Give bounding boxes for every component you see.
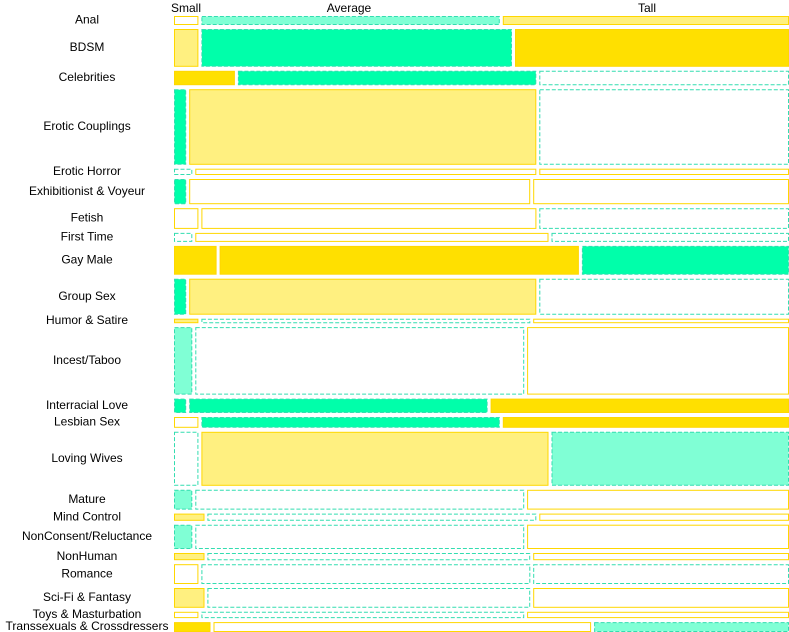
mosaic-cell-gay-male-average bbox=[219, 245, 579, 275]
mosaic-cell-sci-fi-fantasy-tall bbox=[533, 588, 789, 608]
mosaic-cell-exhibitionist-voyeur-tall bbox=[533, 179, 789, 205]
column-headers: Small Average Tall bbox=[171, 1, 656, 15]
mosaic-cell-nonconsent-reluctance-average bbox=[195, 524, 525, 550]
row-label-nonhuman: NonHuman bbox=[57, 549, 118, 563]
mosaic-cell-mature-small bbox=[174, 489, 193, 510]
row-label-romance: Romance bbox=[61, 566, 113, 580]
mosaic-cell-anal-average bbox=[201, 16, 500, 25]
mosaic-cell-lesbian-sex-tall bbox=[502, 417, 789, 428]
mosaic-cell-bdsm-tall bbox=[515, 29, 789, 67]
mosaic-cell-celebrities-tall bbox=[539, 70, 789, 86]
mosaic-cell-group-sex-tall bbox=[539, 278, 789, 315]
mosaic-cell-first-time-small bbox=[174, 232, 193, 242]
mosaic-cell-group-sex-average bbox=[189, 278, 537, 315]
row-labels: Anal BDSM Celebrities Erotic Couplings Eroti… bbox=[6, 13, 169, 632]
mosaic-cell-celebrities-small bbox=[174, 70, 235, 86]
mosaic-cell-humor-satire-tall bbox=[533, 318, 789, 324]
mosaic-cell-fetish-average bbox=[201, 208, 537, 229]
mosaic-cell-toys-masturbation-tall bbox=[527, 611, 789, 619]
mosaic-cell-celebrities-average bbox=[237, 70, 537, 86]
mosaic-cell-exhibitionist-voyeur-small bbox=[174, 179, 187, 205]
mosaic-cell-first-time-average bbox=[195, 232, 549, 242]
mosaic-cell-sci-fi-fantasy-average bbox=[207, 588, 531, 608]
mosaic-cell-interracial-love-small bbox=[174, 398, 187, 414]
mosaic-cell-toys-masturbation-average bbox=[201, 611, 525, 619]
mosaic-cell-loving-wives-average bbox=[201, 431, 549, 486]
row-label-group-sex: Group Sex bbox=[58, 289, 115, 303]
mosaic-cell-mature-average bbox=[195, 489, 525, 510]
mosaic-cell-exhibitionist-voyeur-average bbox=[189, 179, 531, 205]
row-label-lesbian-sex: Lesbian Sex bbox=[54, 415, 120, 429]
row-label-erotic-horror: Erotic Horror bbox=[53, 164, 121, 178]
mosaic-cell-mind-control-small bbox=[174, 513, 205, 521]
mosaic-cell-romance-small bbox=[174, 564, 199, 585]
mosaic-cell-bdsm-average bbox=[201, 29, 512, 67]
mosaic-cell-fetish-tall bbox=[539, 208, 789, 229]
mosaic-cell-erotic-horror-average bbox=[195, 168, 537, 175]
mosaic-cell-humor-satire-small bbox=[174, 318, 199, 324]
row-label-toys-masturbation: Toys & Masturbation bbox=[33, 607, 142, 621]
mosaic-cell-mind-control-tall bbox=[539, 513, 789, 521]
mosaic-cell-lesbian-sex-small bbox=[174, 417, 199, 428]
mosaic-cell-erotic-horror-small bbox=[174, 168, 193, 175]
row-label-first-time: First Time bbox=[61, 230, 114, 244]
mosaic-cell-sci-fi-fantasy-small bbox=[174, 588, 205, 608]
mosaic-cell-nonconsent-reluctance-small bbox=[174, 524, 193, 550]
row-label-transsexuals-crossdressers: Transsexuals & Crossdressers bbox=[6, 619, 169, 632]
mosaic-cell-romance-average bbox=[201, 564, 531, 585]
row-label-anal: Anal bbox=[75, 13, 99, 27]
row-label-bdsm: BDSM bbox=[70, 40, 105, 54]
row-label-loving-wives: Loving Wives bbox=[51, 451, 122, 465]
mosaic-cell-first-time-tall bbox=[551, 232, 789, 242]
mosaic-cell-humor-satire-average bbox=[201, 318, 531, 324]
row-label-sci-fi-fantasy: Sci-Fi & Fantasy bbox=[43, 590, 131, 604]
mosaic-cell-loving-wives-tall bbox=[551, 431, 789, 486]
mosaic-cell-romance-tall bbox=[533, 564, 789, 585]
mosaic-cell-interracial-love-average bbox=[189, 398, 488, 414]
row-label-fetish: Fetish bbox=[71, 211, 104, 225]
mosaic-cell-gay-male-tall bbox=[581, 245, 789, 275]
mosaic-cell-fetish-small bbox=[174, 208, 199, 229]
row-label-gay-male: Gay Male bbox=[61, 252, 113, 266]
mosaic-cell-nonhuman-average bbox=[207, 553, 531, 561]
mosaic-cell-gay-male-small bbox=[174, 245, 217, 275]
column-header-tall: Tall bbox=[638, 1, 656, 15]
mosaic-cell-erotic-horror-tall bbox=[539, 168, 789, 175]
column-header-average: Average bbox=[327, 1, 372, 15]
mosaic-cell-nonconsent-reluctance-tall bbox=[527, 524, 789, 550]
mosaic-cell-interracial-love-tall bbox=[490, 398, 789, 414]
mosaic-cell-transsexuals-crossdressers-average bbox=[213, 622, 592, 632]
mosaic-cell-incest-taboo-average bbox=[195, 327, 525, 395]
mosaic-cell-transsexuals-crossdressers-tall bbox=[594, 622, 789, 632]
mosaic-cell-mind-control-average bbox=[207, 513, 537, 521]
mosaic-cell-erotic-couplings-tall bbox=[539, 89, 789, 165]
row-label-interracial-love: Interracial Love bbox=[46, 398, 128, 412]
mosaic-cell-transsexuals-crossdressers-small bbox=[174, 622, 211, 632]
mosaic-cell-incest-taboo-tall bbox=[527, 327, 789, 395]
row-label-incest-taboo: Incest/Taboo bbox=[53, 353, 121, 367]
mosaic-cell-nonhuman-tall bbox=[533, 553, 789, 561]
row-label-mature: Mature bbox=[68, 492, 106, 506]
row-label-erotic-couplings: Erotic Couplings bbox=[43, 119, 130, 133]
mosaic-cell-bdsm-small bbox=[174, 29, 199, 67]
mosaic-cell-erotic-couplings-average bbox=[189, 89, 537, 165]
mosaic-cells bbox=[174, 16, 789, 632]
row-label-nonconsent-reluctance: NonConsent/Reluctance bbox=[22, 529, 152, 543]
mosaic-cell-mature-tall bbox=[527, 489, 789, 510]
mosaic-cell-group-sex-small bbox=[174, 278, 187, 315]
row-label-exhibitionist-voyeur: Exhibitionist & Voyeur bbox=[29, 184, 145, 198]
mosaic-cell-erotic-couplings-small bbox=[174, 89, 187, 165]
mosaic-cell-nonhuman-small bbox=[174, 553, 205, 561]
row-label-celebrities: Celebrities bbox=[59, 70, 116, 84]
row-label-mind-control: Mind Control bbox=[53, 509, 121, 523]
row-label-humor-satire: Humor & Satire bbox=[46, 313, 128, 327]
column-header-small: Small bbox=[171, 1, 201, 15]
mosaic-cell-loving-wives-small bbox=[174, 431, 199, 486]
mosaic-cell-incest-taboo-small bbox=[174, 327, 193, 395]
mosaic-cell-toys-masturbation-small bbox=[174, 611, 199, 619]
mosaic-cell-anal-small bbox=[174, 16, 199, 25]
mosaic-cell-anal-tall bbox=[502, 16, 789, 25]
mosaic-cell-lesbian-sex-average bbox=[201, 417, 500, 428]
